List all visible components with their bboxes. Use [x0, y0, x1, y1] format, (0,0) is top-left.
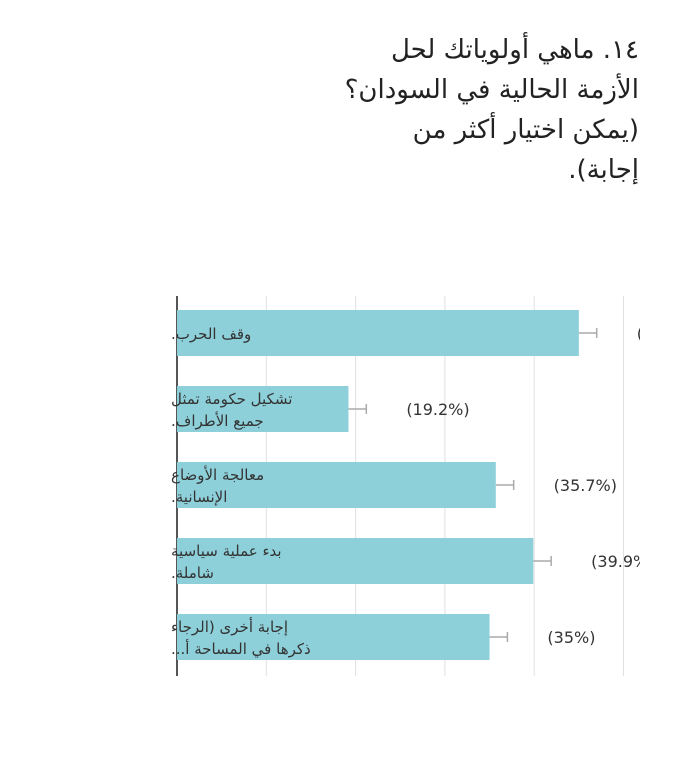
category-label: الإنسانية. — [171, 488, 227, 506]
category-label: شاملة. — [171, 564, 214, 582]
category-label: بدء عملية سياسية — [171, 542, 282, 560]
category-label: معالجة الأوضاع — [171, 465, 264, 484]
category-label: إجابة أخرى (الرجاء — [171, 617, 288, 636]
data-label: (19.2%) — [406, 400, 469, 419]
chart-title: ١٤. ماهي أولوياتك لحل الأزمة الحالية في … — [219, 30, 639, 190]
data-label: (45 — [637, 324, 664, 343]
data-label: (35.7%) — [554, 476, 617, 495]
category-label: وقف الحرب. — [171, 325, 251, 343]
bar — [177, 386, 349, 432]
category-label: جميع الأطراف. — [171, 411, 264, 430]
data-label: (35%) — [547, 628, 595, 647]
chart-title-line: الأزمة الحالية في السودان؟ — [344, 75, 639, 105]
chart-title-line: (يمكن اختيار أكثر من — [412, 115, 639, 145]
bar — [177, 310, 579, 356]
category-label: ذكرها في المساحة أ... — [171, 639, 311, 659]
bar — [177, 538, 534, 584]
chart-title-line: إجابة). — [568, 155, 639, 185]
category-label: تشكيل حكومة تمثل — [171, 390, 292, 408]
chart-title-line: ١٤. ماهي أولوياتك لحل — [390, 35, 639, 65]
data-label: (39.9%) — [591, 552, 654, 571]
bar — [177, 614, 490, 660]
bar — [177, 462, 496, 508]
